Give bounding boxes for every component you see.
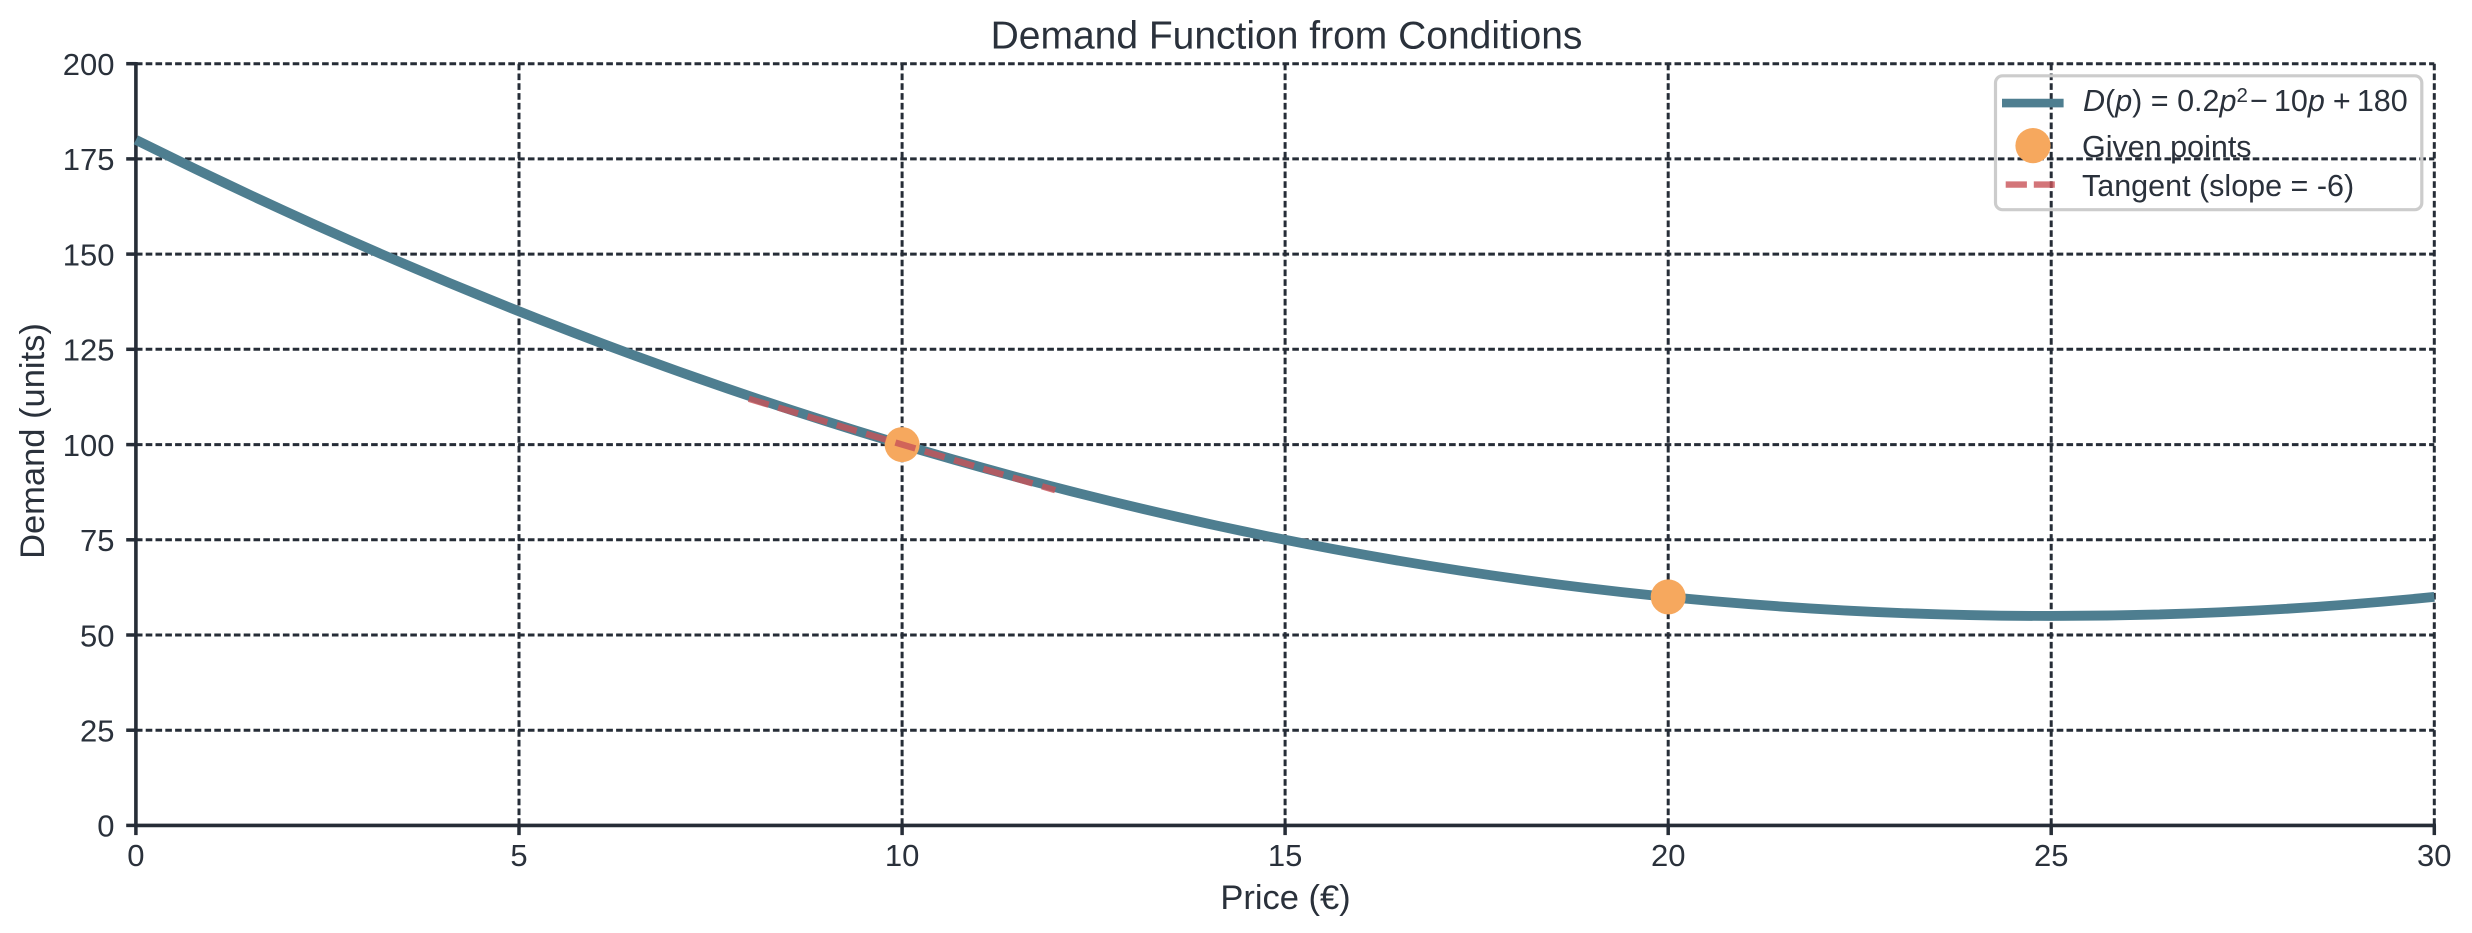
svg-text:Demand Function from Condition: Demand Function from Conditions xyxy=(991,15,1583,58)
svg-text:10: 10 xyxy=(885,838,919,873)
svg-text:125: 125 xyxy=(63,333,115,368)
svg-text:Demand (units): Demand (units) xyxy=(14,323,52,559)
svg-text:0: 0 xyxy=(97,809,114,844)
svg-text:Price (€): Price (€) xyxy=(1220,879,1350,917)
svg-text:75: 75 xyxy=(80,523,114,558)
svg-text:Given points: Given points xyxy=(2082,130,2252,164)
svg-text:25: 25 xyxy=(80,714,114,749)
svg-text:30: 30 xyxy=(2417,838,2451,873)
svg-text:25: 25 xyxy=(2034,838,2068,873)
svg-text:15: 15 xyxy=(1268,838,1302,873)
svg-text:Tangent (slope = -6): Tangent (slope = -6) xyxy=(2082,169,2354,203)
svg-text:20: 20 xyxy=(1651,838,1685,873)
svg-text:0: 0 xyxy=(127,838,144,873)
svg-text:100: 100 xyxy=(63,428,115,463)
svg-text:5: 5 xyxy=(510,838,527,873)
svg-text:D(p) = 0.2p2 − 10p + 180: D(p) = 0.2p2 − 10p + 180 xyxy=(2083,84,2408,118)
svg-text:50: 50 xyxy=(80,618,114,653)
svg-text:175: 175 xyxy=(63,142,115,177)
svg-text:200: 200 xyxy=(63,47,115,82)
svg-text:150: 150 xyxy=(63,237,115,272)
